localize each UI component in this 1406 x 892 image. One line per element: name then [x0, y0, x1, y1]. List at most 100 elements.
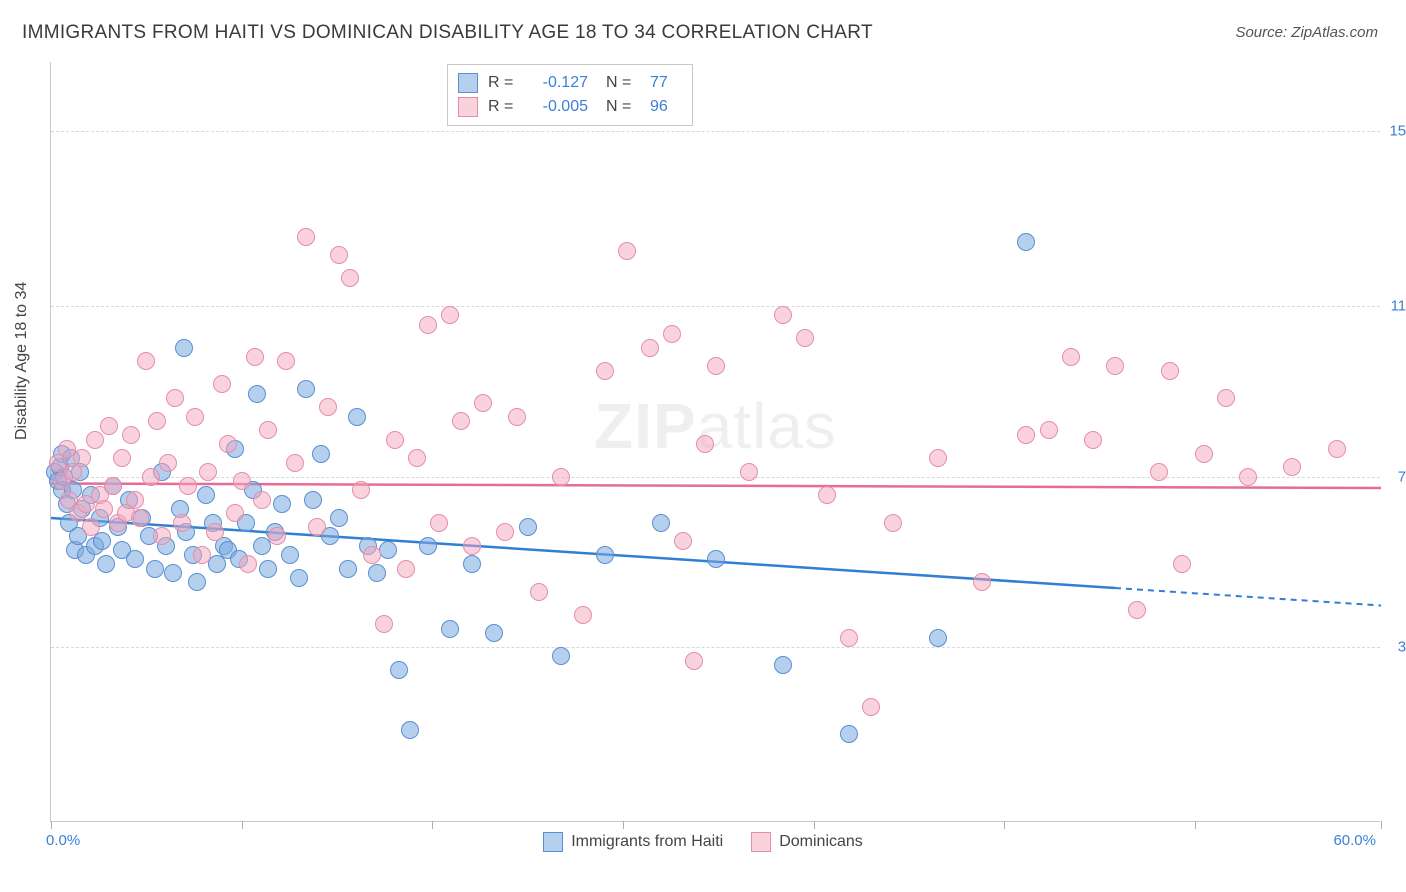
dominican-point [884, 514, 902, 532]
plot-area: ZIPatlas R =-0.127N =77R =-0.005N =96 3.… [50, 62, 1380, 822]
x-tick [814, 821, 815, 829]
dominican-point [1040, 421, 1058, 439]
dominican-point [179, 477, 197, 495]
dominican-point [199, 463, 217, 481]
dominican-point [463, 537, 481, 555]
haiti-point [652, 514, 670, 532]
legend-swatch [458, 97, 478, 117]
haiti-point [248, 385, 266, 403]
dominican-point [596, 362, 614, 380]
dominican-point [508, 408, 526, 426]
haiti-point [419, 537, 437, 555]
dominican-point [740, 463, 758, 481]
dominican-point [268, 527, 286, 545]
x-tick [242, 821, 243, 829]
dominican-point [641, 339, 659, 357]
dominican-point [1084, 431, 1102, 449]
dominican-point [530, 583, 548, 601]
dominican-point [663, 325, 681, 343]
legend-n-value: 96 [650, 95, 680, 119]
haiti-point [348, 408, 366, 426]
dominican-point [419, 316, 437, 334]
trend-lines-layer [51, 62, 1380, 821]
x-tick [1195, 821, 1196, 829]
dominican-point [297, 228, 315, 246]
dominican-point [148, 412, 166, 430]
dominican-point [100, 417, 118, 435]
dominican-point [1017, 426, 1035, 444]
dominican-point [131, 509, 149, 527]
dominican-point [441, 306, 459, 324]
haiti-point [339, 560, 357, 578]
dominican-point [246, 348, 264, 366]
dominican-point [122, 426, 140, 444]
dominican-point [474, 394, 492, 412]
dominican-point [1150, 463, 1168, 481]
legend-item-label: Immigrants from Haiti [571, 833, 723, 851]
haiti-point [379, 541, 397, 559]
dominican-point [352, 481, 370, 499]
dominican-point [1328, 440, 1346, 458]
haiti-point [707, 550, 725, 568]
dominican-point [552, 468, 570, 486]
haiti-point [485, 624, 503, 642]
x-tick [1004, 821, 1005, 829]
dominican-point [186, 408, 204, 426]
haiti-point [401, 721, 419, 739]
dominican-point [397, 560, 415, 578]
dominican-point [674, 532, 692, 550]
dominican-point [137, 352, 155, 370]
dominican-point [330, 246, 348, 264]
legend-n-label: N = [606, 71, 640, 95]
haiti-point [175, 339, 193, 357]
dominican-point [1173, 555, 1191, 573]
dominican-point [219, 435, 237, 453]
x-tick [432, 821, 433, 829]
haiti-point [368, 564, 386, 582]
dominican-point [277, 352, 295, 370]
chart-container: IMMIGRANTS FROM HAITI VS DOMINICAN DISAB… [0, 0, 1406, 892]
dominican-point [86, 431, 104, 449]
haiti-point [297, 380, 315, 398]
dominican-point [142, 468, 160, 486]
dominican-point [286, 454, 304, 472]
dominican-point [126, 491, 144, 509]
haiti-point [552, 647, 570, 665]
haiti-point [304, 491, 322, 509]
haiti-point [929, 629, 947, 647]
haiti-point [273, 495, 291, 513]
dominican-point [774, 306, 792, 324]
gridline [51, 647, 1380, 648]
haiti-point [312, 445, 330, 463]
legend-n-value: 77 [650, 71, 680, 95]
legend-r-label: R = [488, 95, 522, 119]
y-tick-label: 15.0% [1389, 123, 1406, 140]
dominican-point [104, 477, 122, 495]
dominican-point [685, 652, 703, 670]
dominican-point [452, 412, 470, 430]
legend-item-dominican: Dominicans [751, 832, 863, 852]
dominican-point [375, 615, 393, 633]
legend-row-dominican: R =-0.005N =96 [458, 95, 680, 119]
haiti-point [441, 620, 459, 638]
haiti-point [596, 546, 614, 564]
legend-swatch [458, 73, 478, 93]
dominican-point [973, 573, 991, 591]
dominican-point [363, 546, 381, 564]
dominican-point [929, 449, 947, 467]
dominican-point [696, 435, 714, 453]
dominican-point [173, 514, 191, 532]
dominican-point [1217, 389, 1235, 407]
legend-r-value: -0.005 [532, 95, 588, 119]
haiti-point [519, 518, 537, 536]
dominican-point [193, 546, 211, 564]
gridline [51, 306, 1380, 307]
haiti-point [1017, 233, 1035, 251]
dominican-point [159, 454, 177, 472]
y-tick-label: 3.8% [1398, 638, 1406, 655]
legend-item-label: Dominicans [779, 833, 863, 851]
haiti-point [188, 573, 206, 591]
dominican-point [166, 389, 184, 407]
dominican-point [618, 242, 636, 260]
legend-swatch [751, 832, 771, 852]
